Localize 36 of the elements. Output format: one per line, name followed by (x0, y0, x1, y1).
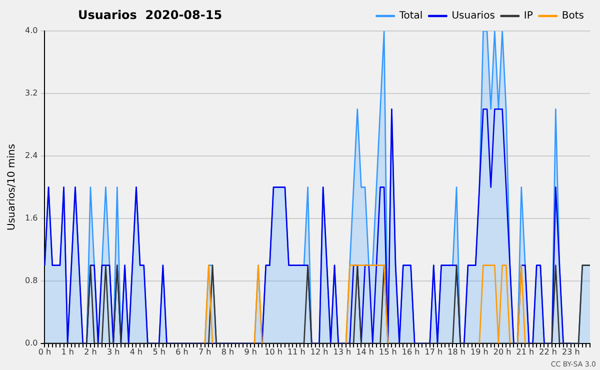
legend-label: Total (398, 10, 423, 22)
x-tick-label: 21 h (516, 347, 534, 356)
y-tick-label: 0.0 (24, 338, 38, 348)
x-tick-label: 2 h (84, 347, 97, 356)
x-tick-label: 22 h (539, 347, 557, 356)
x-tick-label: 14 h (356, 347, 374, 356)
y-tick-label: 1.6 (24, 214, 38, 223)
x-tick-label: 17 h (424, 347, 443, 356)
x-tick-label: 9 h (244, 347, 257, 356)
x-tick-label: 6 h (176, 347, 188, 356)
x-tick-label: 3 h (107, 347, 120, 356)
x-tick-label: 18 h (448, 347, 466, 356)
y-tick-label: 3.2 (24, 88, 38, 98)
chart-title: Usuarios 2020-08-15 (78, 8, 222, 22)
x-tick-label: 20 h (493, 347, 512, 356)
x-tick-label: 19 h (470, 347, 488, 356)
legend-label: Bots (562, 10, 584, 22)
x-tick-label: 5 h (152, 347, 166, 356)
legend-label: IP (524, 10, 533, 22)
x-tick-label: 13 h (333, 347, 352, 356)
x-tick-label: 1 h (61, 347, 74, 356)
x-tick-label: 16 h (402, 347, 420, 356)
x-tick-label: 8 h (221, 347, 234, 356)
x-tick-label: 15 h (379, 347, 397, 356)
x-tick-label: 7 h (198, 347, 212, 356)
x-tick-label: 23 h (562, 347, 580, 356)
y-tick-label: 4.0 (24, 26, 38, 36)
y-axis-title: Usuarios/10 mins (6, 144, 18, 230)
x-tick-label: 11 h (287, 347, 306, 356)
legend-label: Usuarios (452, 10, 495, 22)
x-tick-label: 12 h (310, 347, 328, 356)
y-tick-label: 2.4 (24, 151, 38, 160)
y-tick-label: 0.8 (24, 276, 38, 285)
x-tick-label: 10 h (264, 347, 282, 356)
x-tick-label: 4 h (130, 347, 143, 356)
x-tick-label: 0 h (38, 347, 52, 356)
